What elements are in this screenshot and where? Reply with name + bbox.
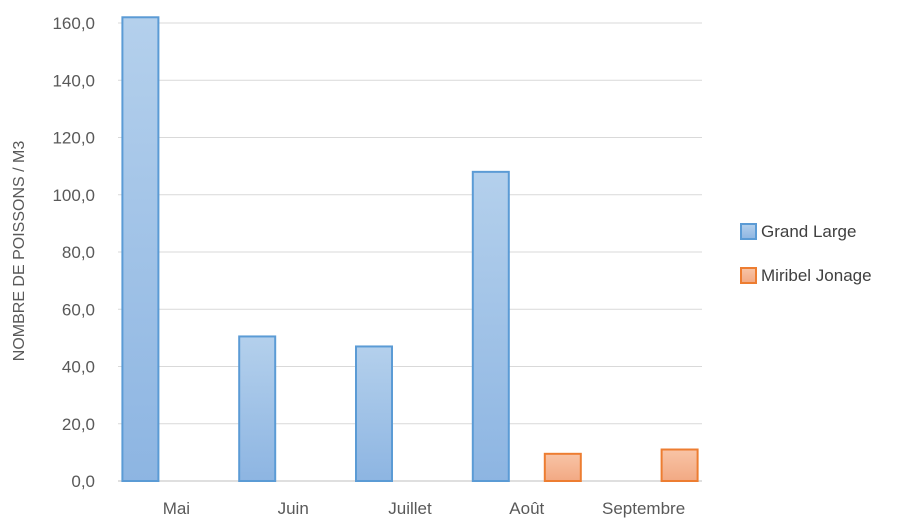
bar-grand-large [121, 16, 160, 483]
y-tick-label: 0,0 [71, 472, 95, 491]
gridlines [118, 22, 702, 482]
y-tick-label: 60,0 [62, 300, 95, 319]
x-tick-label: Juin [278, 499, 309, 518]
x-tick-label: Septembre [602, 499, 685, 518]
legend-label: Grand Large [761, 222, 856, 241]
y-axis: 0,0 20,0 40,0 60,0 80,0 100,0 120,0 140,0 160,0 [52, 14, 95, 491]
legend-item: Grand Large [740, 222, 856, 241]
y-axis-label: NOMBRE DE POISSONS / M3 [11, 141, 28, 362]
bars [121, 16, 699, 483]
bar-grand-large [355, 345, 393, 482]
y-tick-label: 20,0 [62, 415, 95, 434]
y-tick-label: 80,0 [62, 243, 95, 262]
legend-item: Miribel Jonage [740, 266, 872, 285]
legend: Grand Large Miribel Jonage [740, 222, 872, 285]
x-tick-label: Mai [163, 499, 190, 518]
y-tick-label: 100,0 [52, 186, 95, 205]
bar-miribel-jonage [660, 448, 699, 483]
y-tick-label: 120,0 [52, 129, 95, 148]
legend-swatch [740, 223, 757, 240]
bar-grand-large [238, 335, 277, 482]
y-tick-label: 140,0 [52, 71, 95, 90]
bar-miribel-jonage [543, 452, 582, 482]
x-axis: Mai Juin Juillet Août Septembre [163, 499, 685, 518]
y-tick-label: 40,0 [62, 358, 95, 377]
y-tick-label: 160,0 [52, 14, 95, 33]
x-tick-label: Juillet [388, 499, 432, 518]
bar-grand-large [471, 170, 510, 482]
legend-label: Miribel Jonage [761, 266, 872, 285]
x-tick-label: Août [509, 499, 544, 518]
legend-swatch [740, 267, 757, 284]
